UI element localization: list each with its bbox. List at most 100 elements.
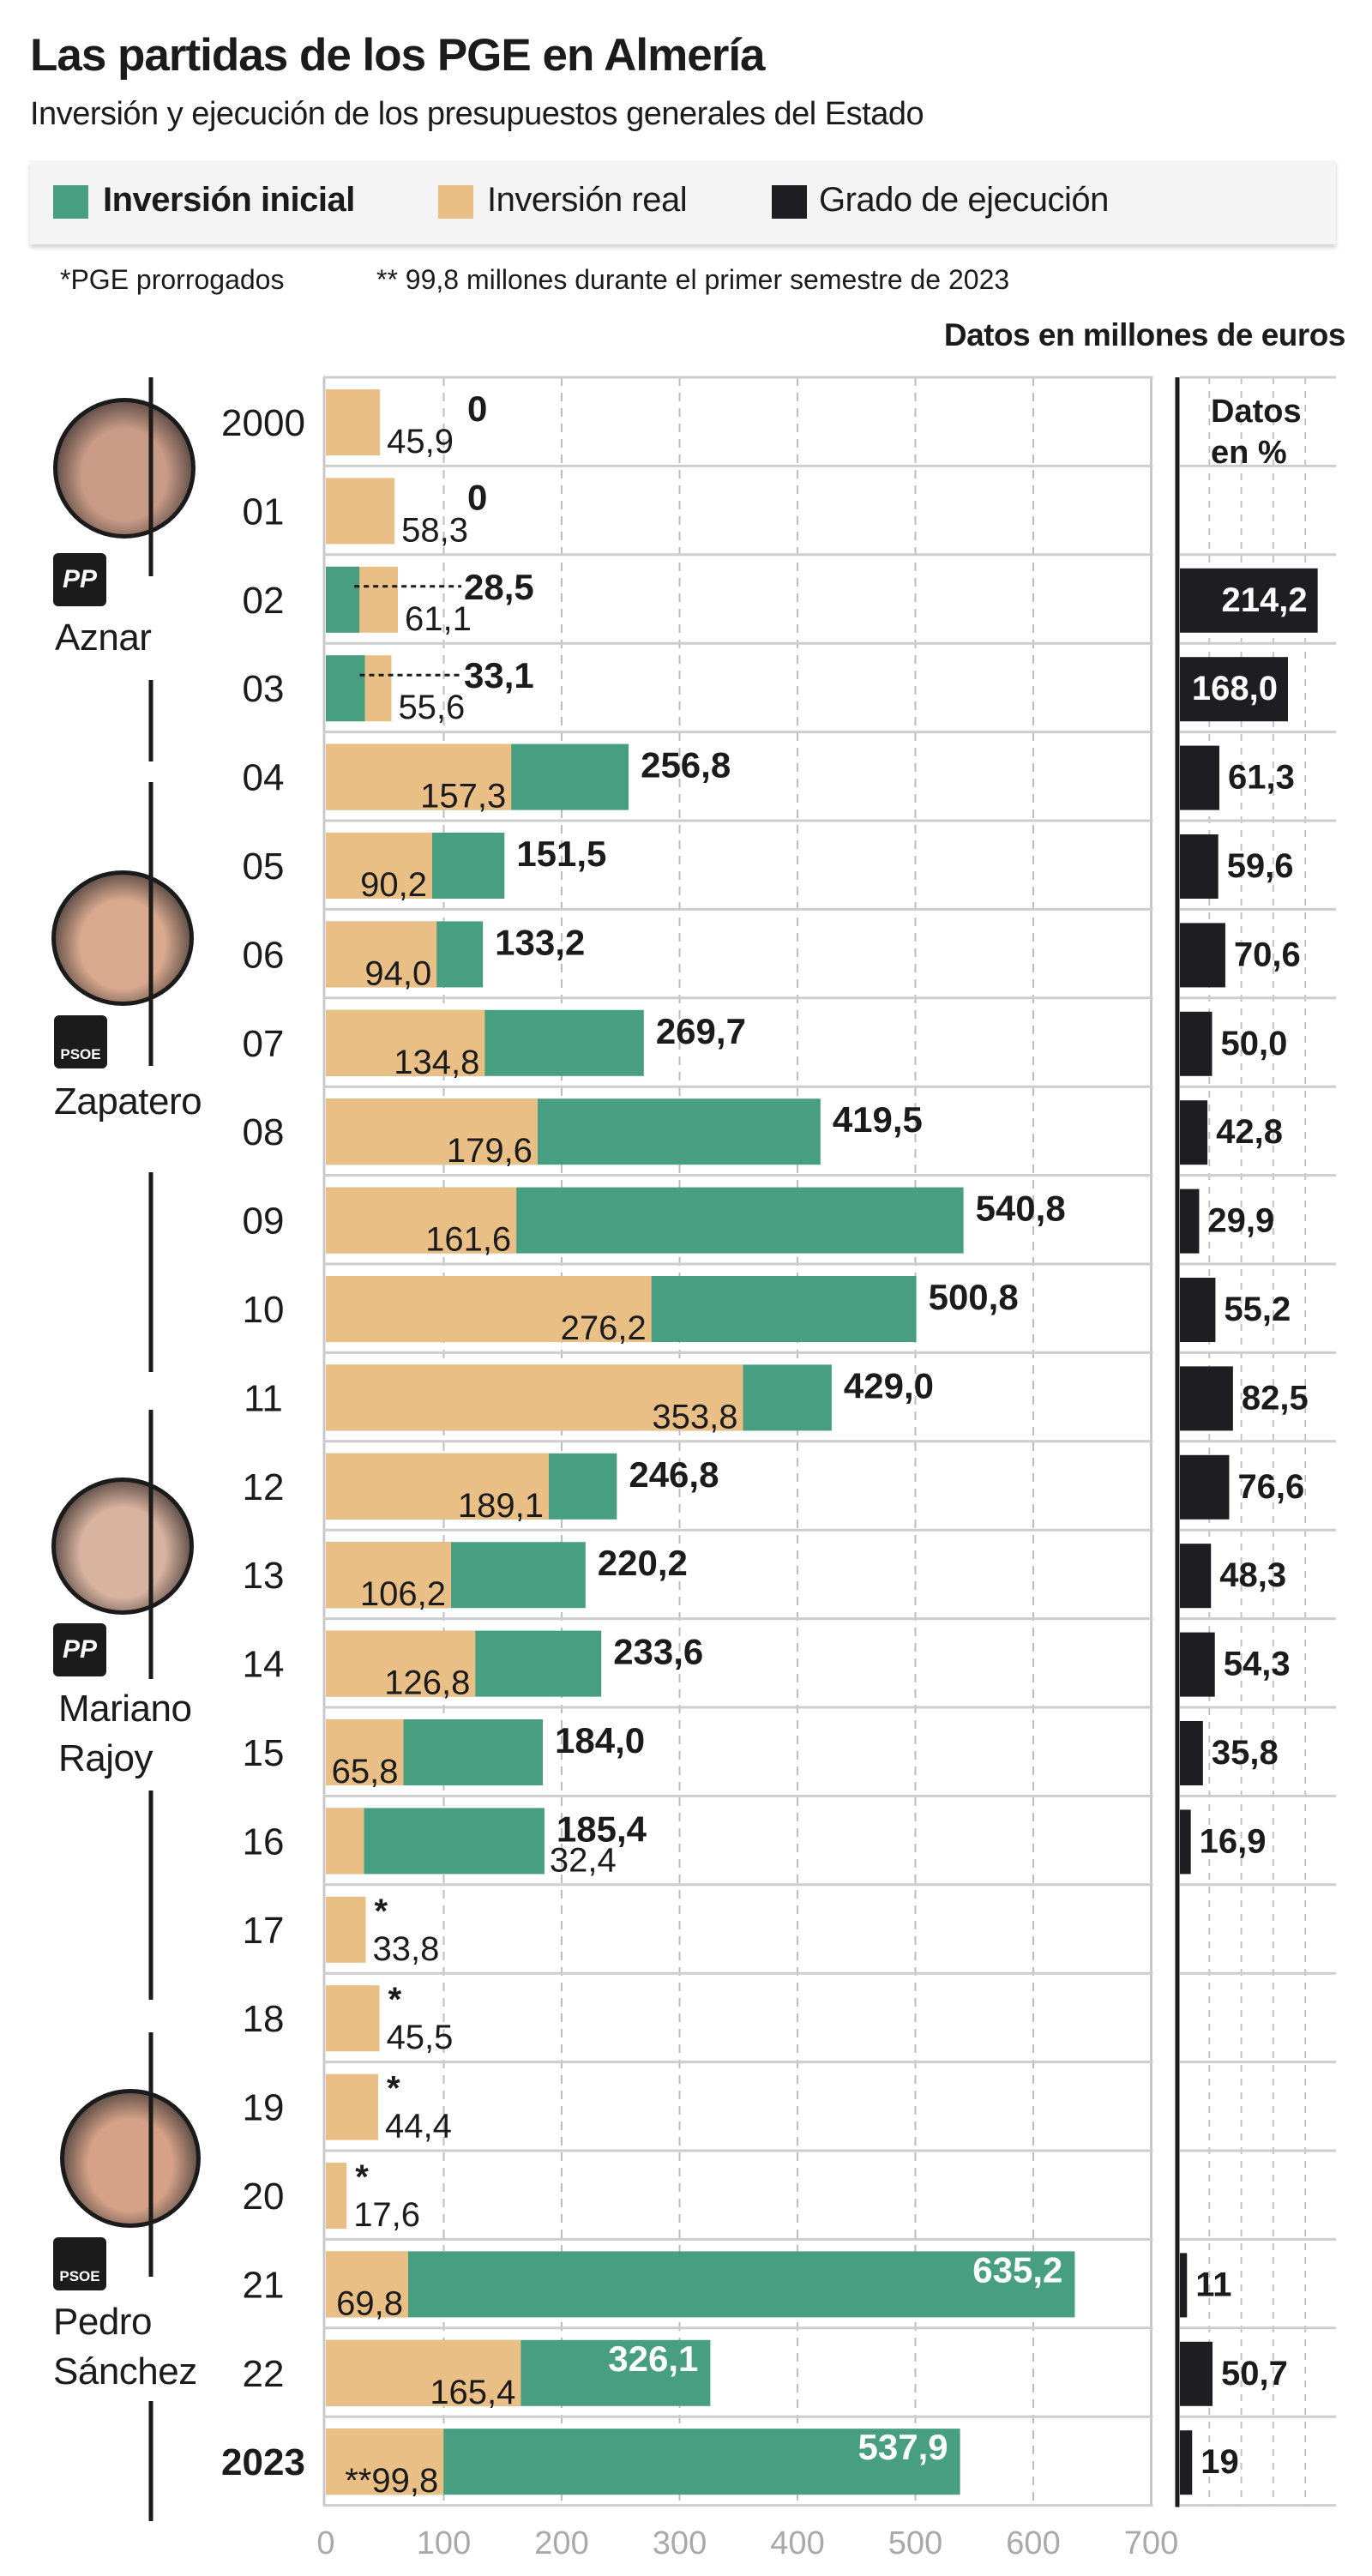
bar-inversion-real: [326, 478, 395, 545]
bar-inversion-real: [326, 1098, 538, 1165]
label-grado-ejecucion: 214,2: [1222, 581, 1308, 619]
bar-inversion-real: [326, 1364, 743, 1431]
x-tick-label: 500: [888, 2525, 942, 2561]
label-grado-ejecucion: 50,7: [1221, 2355, 1288, 2392]
label-prorrogado: *: [355, 2158, 369, 2196]
label-inversion-inicial: 635,2: [972, 2249, 1062, 2290]
label-inversion-inicial: 269,7: [656, 1011, 746, 1051]
label-grado-ejecucion: 76,6: [1237, 1468, 1304, 1506]
x-tick-label: 700: [1124, 2525, 1178, 2561]
politician-name: Aznar: [55, 617, 152, 659]
label-inversion-real: 33,8: [372, 1930, 439, 1968]
x-tick-label: 200: [534, 2525, 588, 2561]
label-inversion-real: 161,6: [425, 1221, 511, 1259]
label-inversion-real: 45,9: [387, 423, 454, 460]
grid: [322, 376, 1336, 2507]
label-inversion-inicial: 537,9: [858, 2427, 948, 2467]
label-inversion-inicial: 151,5: [516, 834, 606, 874]
bar-inversion-inicial: [326, 2251, 1075, 2318]
label-grado-ejecucion: 55,2: [1224, 1291, 1291, 1328]
year-label: 20: [243, 2176, 285, 2218]
politician-name: Pedro: [53, 2301, 152, 2343]
label-inversion-inicial: 28,5: [464, 567, 534, 607]
bar-inversion-real: [326, 2251, 408, 2318]
psoe-logo: PSOE: [54, 1015, 107, 1068]
bar-grado-ejecucion: [1180, 923, 1225, 988]
label-inversion-real: 58,3: [401, 511, 468, 549]
bar-grado-ejecucion: [1180, 745, 1219, 810]
pp-logo: PP: [53, 553, 106, 606]
label-grado-ejecucion: 11: [1195, 2266, 1231, 2303]
year-label: 03: [243, 668, 285, 710]
legend: Inversión inicial Inversión real Grado d…: [30, 160, 1336, 244]
label-inversion-real: 157,3: [420, 778, 506, 816]
bar-inversion-real: [326, 1276, 652, 1342]
label-inversion-real: 94,0: [364, 954, 431, 992]
legend-label-grado: Grado de ejecución: [819, 181, 1109, 219]
bar-grado-ejecucion: [1180, 1544, 1212, 1609]
label-grado-ejecucion: 50,0: [1221, 1025, 1288, 1062]
year-label: 02: [243, 580, 285, 622]
label-inversion-real: 44,4: [385, 2108, 452, 2146]
bar-inversion-real: [326, 2339, 521, 2406]
label-grado-ejecucion: 54,3: [1224, 1646, 1291, 1683]
year-label: 07: [243, 1023, 285, 1065]
label-grado-ejecucion: 61,3: [1228, 759, 1295, 797]
portrait-rajoy: [51, 1478, 194, 1615]
label-inversion-inicial: 33,1: [464, 655, 534, 695]
portrait-zapatero: [51, 870, 194, 1006]
label-inversion-inicial: 246,8: [629, 1454, 719, 1495]
legend-swatch-grado: [772, 185, 807, 219]
chart-subtitle: Inversión y ejecución de los presupuesto…: [30, 96, 924, 132]
year-label: 22: [243, 2353, 285, 2395]
year-label: 08: [243, 1111, 285, 1153]
bar-inversion-real: [326, 1542, 452, 1609]
x-tick-label: 100: [417, 2525, 471, 2561]
label-inversion-real: 69,8: [336, 2284, 403, 2322]
year-label: 06: [243, 934, 285, 976]
legend-swatch-inicial: [53, 185, 88, 219]
label-inversion-real: **99,8: [345, 2462, 438, 2500]
legend-swatch-real: [438, 185, 473, 219]
bar-grado-ejecucion: [1180, 1278, 1216, 1342]
label-inversion-real: 189,1: [458, 1487, 544, 1525]
label-inversion-inicial: 326,1: [608, 2338, 698, 2379]
footnote-prorrogados: *PGE prorrogados: [60, 264, 285, 295]
bar-inversion-real: [326, 2073, 379, 2140]
label-inversion-real: 353,8: [652, 1398, 737, 1435]
panel-header-datos: Datos: [1211, 394, 1302, 430]
label-inversion-real: 61,1: [405, 600, 472, 638]
year-label: 18: [243, 1998, 285, 2040]
bar-inversion-real: [326, 389, 381, 455]
label-prorrogado: *: [374, 1893, 388, 1930]
year-label: 16: [243, 1821, 285, 1863]
bar-grado-ejecucion: [1180, 834, 1219, 899]
bar-grado-ejecucion: [1180, 1366, 1233, 1431]
bar-inversion-real: [326, 1009, 485, 1076]
label-inversion-real: 45,5: [387, 2019, 454, 2056]
bar-inversion-inicial: [326, 566, 360, 633]
label-inversion-inicial: 220,2: [598, 1543, 688, 1583]
bar-grado-ejecucion: [1180, 1100, 1208, 1165]
legend-label-real: Inversión real: [487, 181, 688, 219]
bar-inversion-real: [326, 921, 437, 988]
year-label: 2000: [221, 402, 305, 444]
x-tick-label: 300: [653, 2525, 707, 2561]
portrait-sanchez: [60, 2089, 201, 2228]
label-inversion-real: 65,8: [332, 1753, 399, 1791]
bar-inversion-real: [326, 1808, 364, 1875]
politician-name: Zapatero: [54, 1080, 202, 1122]
label-inversion-real: 134,8: [394, 1044, 479, 1081]
year-label: 04: [243, 757, 285, 799]
bar-grado-ejecucion: [1180, 2253, 1188, 2318]
legend-label-inicial: Inversión inicial: [103, 181, 355, 219]
label-inversion-inicial: 419,5: [833, 1099, 923, 1140]
year-label: 17: [243, 1910, 285, 1952]
pp-logo: PP: [53, 1623, 106, 1676]
bar-inversion-real: [326, 1453, 550, 1520]
year-label: 01: [243, 491, 285, 533]
label-inversion-inicial: 540,8: [976, 1189, 1066, 1229]
year-label: 14: [243, 1644, 285, 1686]
